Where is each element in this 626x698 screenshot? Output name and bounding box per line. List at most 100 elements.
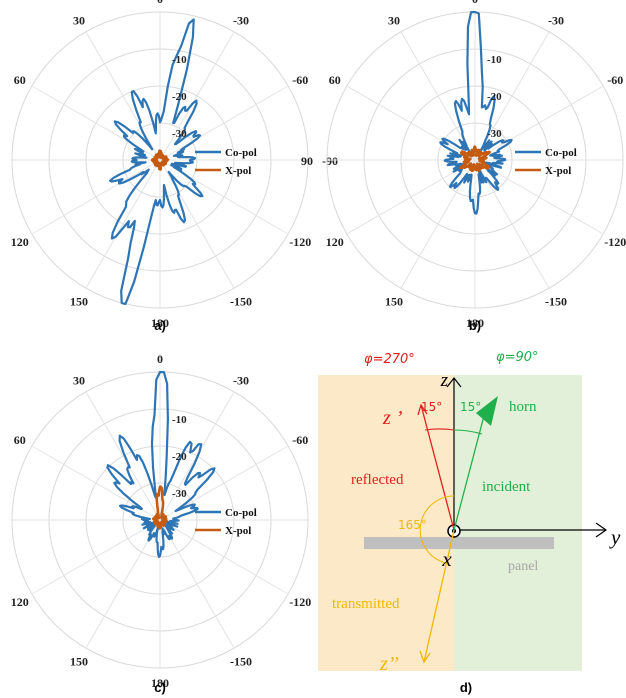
legend-c: Co-pol X-pol (195, 507, 257, 537)
polar-grid-c (11, 371, 309, 669)
series-x-pol-line (150, 149, 170, 171)
grid-spoke (31, 159, 161, 235)
transmitted-angle-arc (419, 495, 455, 564)
series-group-c (106, 370, 216, 559)
radial-tick-label: -10 (172, 414, 187, 426)
angle-tick-label: -120 (289, 235, 311, 249)
angle-tick-label: 180 (466, 316, 484, 330)
horn-label: horn (509, 399, 537, 415)
angle-tick-label: 150 (70, 294, 88, 308)
reflected-ray (420, 404, 455, 531)
angle-tick-label: 60 (14, 73, 26, 87)
legend-label: X-pol (225, 525, 251, 537)
reflected-angle-arc (424, 428, 455, 431)
legend-label: Co-pol (545, 147, 577, 159)
angle-tick-label: -120 (604, 235, 626, 249)
panel-label-a: a) (154, 318, 166, 333)
legend-b: Co-pol X-pol (515, 147, 577, 177)
polar-grid-a (11, 11, 309, 309)
angle-tick-label: -150 (230, 654, 252, 668)
panel-label-c: c) (154, 680, 166, 695)
series-group-a (108, 18, 204, 305)
z-axis-arrowhead (446, 377, 462, 388)
angle-tick-label: -30 (548, 14, 564, 28)
geometry-diagram-d: φ=270° φ=90° z y x z ’ z’’ 15° 15° 165° … (318, 350, 621, 695)
z-axis-label: z (440, 370, 449, 391)
series-co-pol-line (108, 18, 204, 305)
grid-spoke (474, 159, 550, 289)
angle-tick-label: 30 (73, 374, 85, 388)
angle-tick-label: 120 (11, 235, 29, 249)
angle-tick-label: 120 (11, 595, 29, 609)
z-prime-label: z ’ (382, 407, 403, 429)
legend-a: Co-pol X-pol (195, 147, 257, 177)
transmitted-angle-label: 165° (398, 518, 427, 532)
legend-label: Co-pol (225, 507, 257, 519)
angle-tick-label: 150 (385, 294, 403, 308)
panel-label-text: panel (508, 559, 538, 574)
angle-tick-label: 90 (301, 154, 313, 168)
grid-spoke (159, 159, 235, 289)
radial-ticks-a: -10 -20 -30 (172, 54, 187, 140)
radial-tick-label: -20 (172, 91, 187, 103)
radial-tick-label: -10 (487, 54, 502, 66)
radial-tick-label: -10 (172, 54, 187, 66)
grid-spoke (474, 159, 604, 235)
grid-spoke (85, 159, 161, 289)
angle-tick-label: -30 (233, 374, 249, 388)
angle-tick-label: 120 (326, 235, 344, 249)
angle-tick-label: 60 (329, 73, 341, 87)
radial-ticks-b: -10 -20 -30 (487, 54, 502, 140)
horn-icon (476, 396, 498, 426)
angle-ticks-b: 0 -30 -60 -90 -120 -150 180 150 120 90 60 30 (301, 0, 626, 330)
angle-tick-label: 60 (14, 433, 26, 447)
series-x-pol-line (151, 485, 168, 530)
grid-spoke (474, 85, 604, 161)
panel-label-b: b) (469, 318, 481, 333)
transmitted-label: transmitted (332, 596, 400, 612)
y-axis-arrowhead (595, 522, 608, 538)
angle-tick-label: 0 (157, 352, 163, 366)
angle-tick-label: 0 (472, 0, 478, 6)
grid-spoke (159, 85, 289, 161)
radial-tick-label: -30 (487, 128, 502, 140)
angle-tick-label: 0 (157, 0, 163, 6)
grid-spoke (159, 519, 235, 649)
angle-tick-label: -120 (289, 595, 311, 609)
radial-tick-label: -20 (487, 91, 502, 103)
series-x-pol-line (458, 145, 491, 173)
angle-tick-label: -90 (322, 154, 338, 168)
transmitted-ray (423, 529, 455, 663)
grid-spoke (159, 519, 289, 595)
radial-tick-label: -30 (172, 128, 187, 140)
incident-angle-arc (453, 429, 483, 435)
transmission-side-region (454, 375, 582, 671)
polar-chart-b: 0 -30 -60 -90 -120 -150 180 150 120 90 60 30 -10 -20… (301, 0, 626, 333)
legend-label: X-pol (545, 165, 571, 177)
phi-incident-label: φ=90° (496, 350, 539, 365)
radial-tick-label: -30 (172, 488, 187, 500)
angle-tick-label: -150 (230, 294, 252, 308)
angle-tick-label: -60 (292, 73, 308, 87)
angle-tick-label: -150 (545, 294, 567, 308)
angle-tick-label: 150 (70, 654, 88, 668)
radial-ticks-c: -10 -20 -30 (172, 414, 187, 500)
polar-chart-a: 0 -30 -60 -90 -120 -150 180 150 120 90 60 30 -10 -20… (11, 0, 338, 333)
incident-angle-label: 15° (460, 400, 481, 414)
grid-spoke (85, 31, 161, 161)
angle-tick-label: 30 (388, 14, 400, 28)
angle-ticks-a: 0 -30 -60 -90 -120 -150 180 150 120 90 60 30 (11, 0, 338, 330)
angle-tick-label: 30 (73, 14, 85, 28)
panel-label-d: d) (460, 680, 472, 695)
angle-tick-label: 180 (151, 316, 169, 330)
legend-label: Co-pol (225, 147, 257, 159)
grid-spoke (346, 85, 476, 161)
series-co-pol-line (439, 10, 513, 215)
x-axis-label: x (441, 547, 452, 571)
legend-label: X-pol (225, 165, 251, 177)
angle-tick-label: -30 (233, 14, 249, 28)
reflected-label: reflected (351, 472, 404, 488)
grid-spoke (159, 31, 235, 161)
